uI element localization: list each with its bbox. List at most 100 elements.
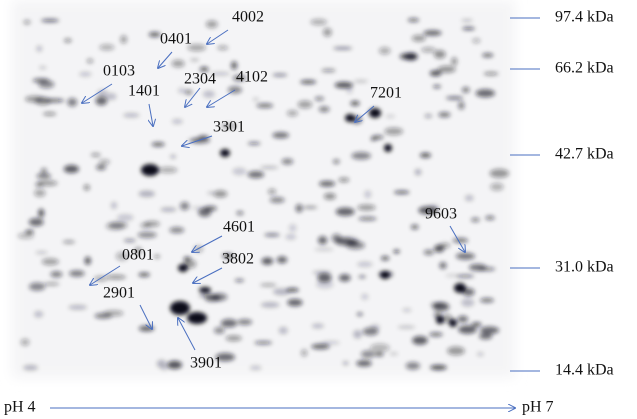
spot xyxy=(248,142,261,145)
spot xyxy=(453,238,468,243)
spot xyxy=(213,190,227,197)
spot xyxy=(398,325,415,328)
spot xyxy=(79,72,92,77)
spot xyxy=(380,271,390,279)
spot xyxy=(439,262,446,269)
spot xyxy=(332,234,342,242)
spot xyxy=(235,279,245,283)
spot xyxy=(390,352,399,355)
spot xyxy=(287,299,302,306)
spot xyxy=(369,108,381,118)
spot xyxy=(199,287,211,293)
spot xyxy=(379,47,391,55)
spot xyxy=(289,224,297,232)
spot xyxy=(272,132,289,138)
spot xyxy=(34,311,43,318)
spot xyxy=(91,153,101,157)
spot xyxy=(268,189,276,195)
spot xyxy=(35,251,47,255)
spot xyxy=(260,166,279,169)
spot xyxy=(170,301,190,315)
spot xyxy=(472,322,482,326)
spot-label: 3901 xyxy=(190,355,222,372)
spot xyxy=(456,275,474,278)
spot xyxy=(272,73,287,76)
spot xyxy=(303,206,317,209)
spot xyxy=(139,190,155,197)
spot xyxy=(301,349,307,356)
spot xyxy=(424,114,432,118)
spot xyxy=(311,344,329,350)
spot xyxy=(415,169,422,176)
spot xyxy=(434,50,446,59)
spot xyxy=(44,282,60,286)
spot xyxy=(310,19,327,25)
spot xyxy=(405,53,418,61)
spot xyxy=(484,72,499,76)
spot xyxy=(18,233,34,239)
spot xyxy=(343,361,349,365)
spot xyxy=(461,298,474,307)
spot xyxy=(84,184,90,190)
spot xyxy=(394,190,410,194)
spot xyxy=(67,98,77,107)
spot xyxy=(358,217,377,221)
spot xyxy=(253,98,260,102)
spot xyxy=(205,295,221,302)
spot xyxy=(236,211,243,215)
spot xyxy=(461,19,473,22)
spot xyxy=(261,302,280,308)
spot xyxy=(277,256,287,263)
spot xyxy=(370,344,389,353)
spot-label: 3301 xyxy=(213,119,245,136)
spot xyxy=(333,47,352,50)
spot xyxy=(187,312,207,324)
spot xyxy=(479,333,492,340)
spot xyxy=(29,218,44,226)
spot-label: 2901 xyxy=(103,285,135,302)
spot-label: 9603 xyxy=(425,206,457,223)
spot xyxy=(429,332,443,336)
spot xyxy=(472,38,480,43)
spot xyxy=(167,361,182,369)
spot xyxy=(454,283,466,293)
spot xyxy=(361,293,369,300)
spot xyxy=(287,110,298,116)
spot xyxy=(353,330,362,339)
spot xyxy=(386,115,395,118)
spot xyxy=(298,100,313,108)
spot xyxy=(85,257,92,265)
spot xyxy=(256,103,273,108)
spot xyxy=(217,45,228,50)
spot xyxy=(316,280,334,288)
spot xyxy=(314,248,333,252)
spot xyxy=(158,167,177,173)
spot xyxy=(420,153,431,158)
spot xyxy=(279,327,288,335)
spot xyxy=(248,171,264,178)
spot xyxy=(462,27,475,30)
spot xyxy=(321,69,335,73)
spot-label: 0801 xyxy=(122,247,154,264)
spot xyxy=(462,87,470,93)
spot xyxy=(96,165,106,171)
spot xyxy=(185,90,192,95)
spot xyxy=(490,183,503,191)
marker-label: 14.4 kDa xyxy=(555,362,614,379)
spot xyxy=(99,44,114,50)
spot xyxy=(358,275,365,278)
spot xyxy=(363,327,379,335)
spot xyxy=(39,80,55,88)
spot xyxy=(458,101,464,109)
spot xyxy=(333,159,340,164)
spot xyxy=(50,271,62,277)
spot xyxy=(319,106,330,112)
marker-label: 97.4 kDa xyxy=(555,9,614,26)
spot xyxy=(480,327,499,334)
spot xyxy=(198,208,211,217)
spot xyxy=(451,57,457,65)
spot xyxy=(447,346,465,355)
spot xyxy=(203,90,215,98)
spot xyxy=(282,158,294,164)
spot xyxy=(172,119,183,125)
